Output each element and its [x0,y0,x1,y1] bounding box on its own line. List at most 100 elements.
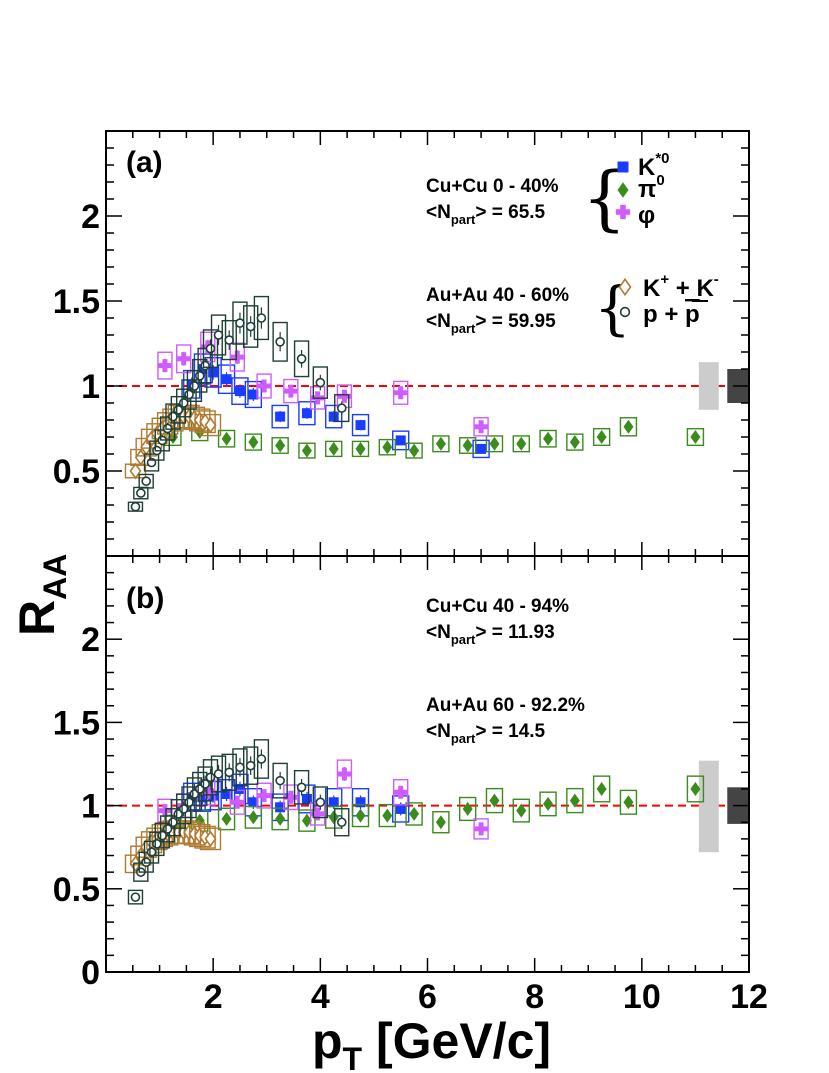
legend: K*0 π0 φ K+ + K- p + p [615,150,719,328]
data-point [141,857,151,867]
data-point [409,806,420,821]
panel-a-y-tick-label: 1 [81,368,100,406]
systematic-box [312,366,329,399]
data-point [543,431,554,446]
panel-b-series-p-p [127,739,350,905]
panel-a-normalization-band-1 [698,362,719,410]
systematic-box [192,771,208,807]
data-point [201,785,215,799]
data-point [204,830,217,848]
data-point [221,374,232,385]
data-point [301,793,312,804]
data-point [256,754,267,764]
data-point [136,488,146,498]
legend-marker-pi0 [617,182,629,198]
legend-marker-phi [615,204,631,220]
systematic-box [181,379,197,410]
systematic-box [159,815,176,843]
data-point [337,767,351,781]
data-point [543,796,554,811]
systematic-box [325,440,343,458]
systematic-box [271,807,289,831]
data-point [178,398,189,408]
data-point [462,801,473,816]
data-point [205,772,216,783]
systematic-box [217,807,236,831]
systematic-box [186,777,203,811]
data-point [476,443,487,454]
systematic-box [283,378,299,404]
systematic-box [244,805,263,829]
data-point [328,797,339,808]
data-point [355,441,366,456]
systematic-box [351,440,370,458]
systematic-box [165,808,181,837]
data-point [189,381,200,391]
data-point [516,803,527,818]
data-point [435,815,446,830]
data-point [395,803,406,814]
data-point [213,330,224,340]
panel-b-auau-centrality: Au+Au 60 - 92.2% [426,695,585,716]
data-point [315,377,326,388]
data-point [337,389,351,403]
data-point [200,360,210,371]
data-point [328,441,339,456]
data-point [213,769,224,779]
data-point [275,775,285,786]
panel-a-auau-centrality: Au+Au 40 - 60% [426,285,569,306]
systematic-box [686,427,705,447]
systematic-box [229,342,245,372]
legend-label-kstar: K*0 [638,150,670,181]
data-point [623,795,634,810]
systematic-box [293,769,310,805]
systematic-box [256,782,272,809]
systematic-box [378,438,397,456]
x-tick-label: 6 [418,978,437,1016]
x-tick-label: 12 [730,978,768,1016]
systematic-box [539,791,557,817]
systematic-box [392,430,410,451]
legend-marker-symbol [618,277,632,297]
systematic-box [351,803,370,828]
systematic-box [175,793,192,825]
data-point [355,420,366,431]
legend-label-phi: φ [638,202,655,229]
data-point [596,430,607,444]
systematic-box [242,746,259,785]
systematic-box [393,380,409,405]
data-point [221,811,232,826]
data-point [168,817,178,828]
data-point [248,797,259,808]
systematic-box [244,433,263,451]
systematic-box [232,301,248,345]
data-point [184,797,194,808]
data-point [690,781,701,796]
legend-label-proton: p + p [643,301,700,328]
data-point [284,384,298,398]
systematic-box [157,351,173,380]
data-point [623,419,634,434]
systematic-box [202,329,219,368]
data-point [489,793,500,808]
systematic-box [199,827,222,851]
data-point [221,431,232,446]
data-point [205,343,216,354]
systematic-box [253,739,270,779]
panel-b-y-tick-label: 2 [81,621,100,659]
systematic-box [325,404,343,429]
panel-b-label: (b) [126,582,164,615]
systematic-box [143,453,160,472]
panel-a-plot-area [106,295,750,512]
data-point [248,810,259,825]
systematic-box [253,295,270,341]
data-point [158,804,172,818]
systematic-box [217,429,236,448]
data-point [197,792,208,803]
systematic-box [405,802,423,826]
data-point [235,318,245,328]
panel-b-y-tick-label: 1 [81,788,100,826]
data-point [141,476,151,487]
systematic-box [458,796,477,822]
